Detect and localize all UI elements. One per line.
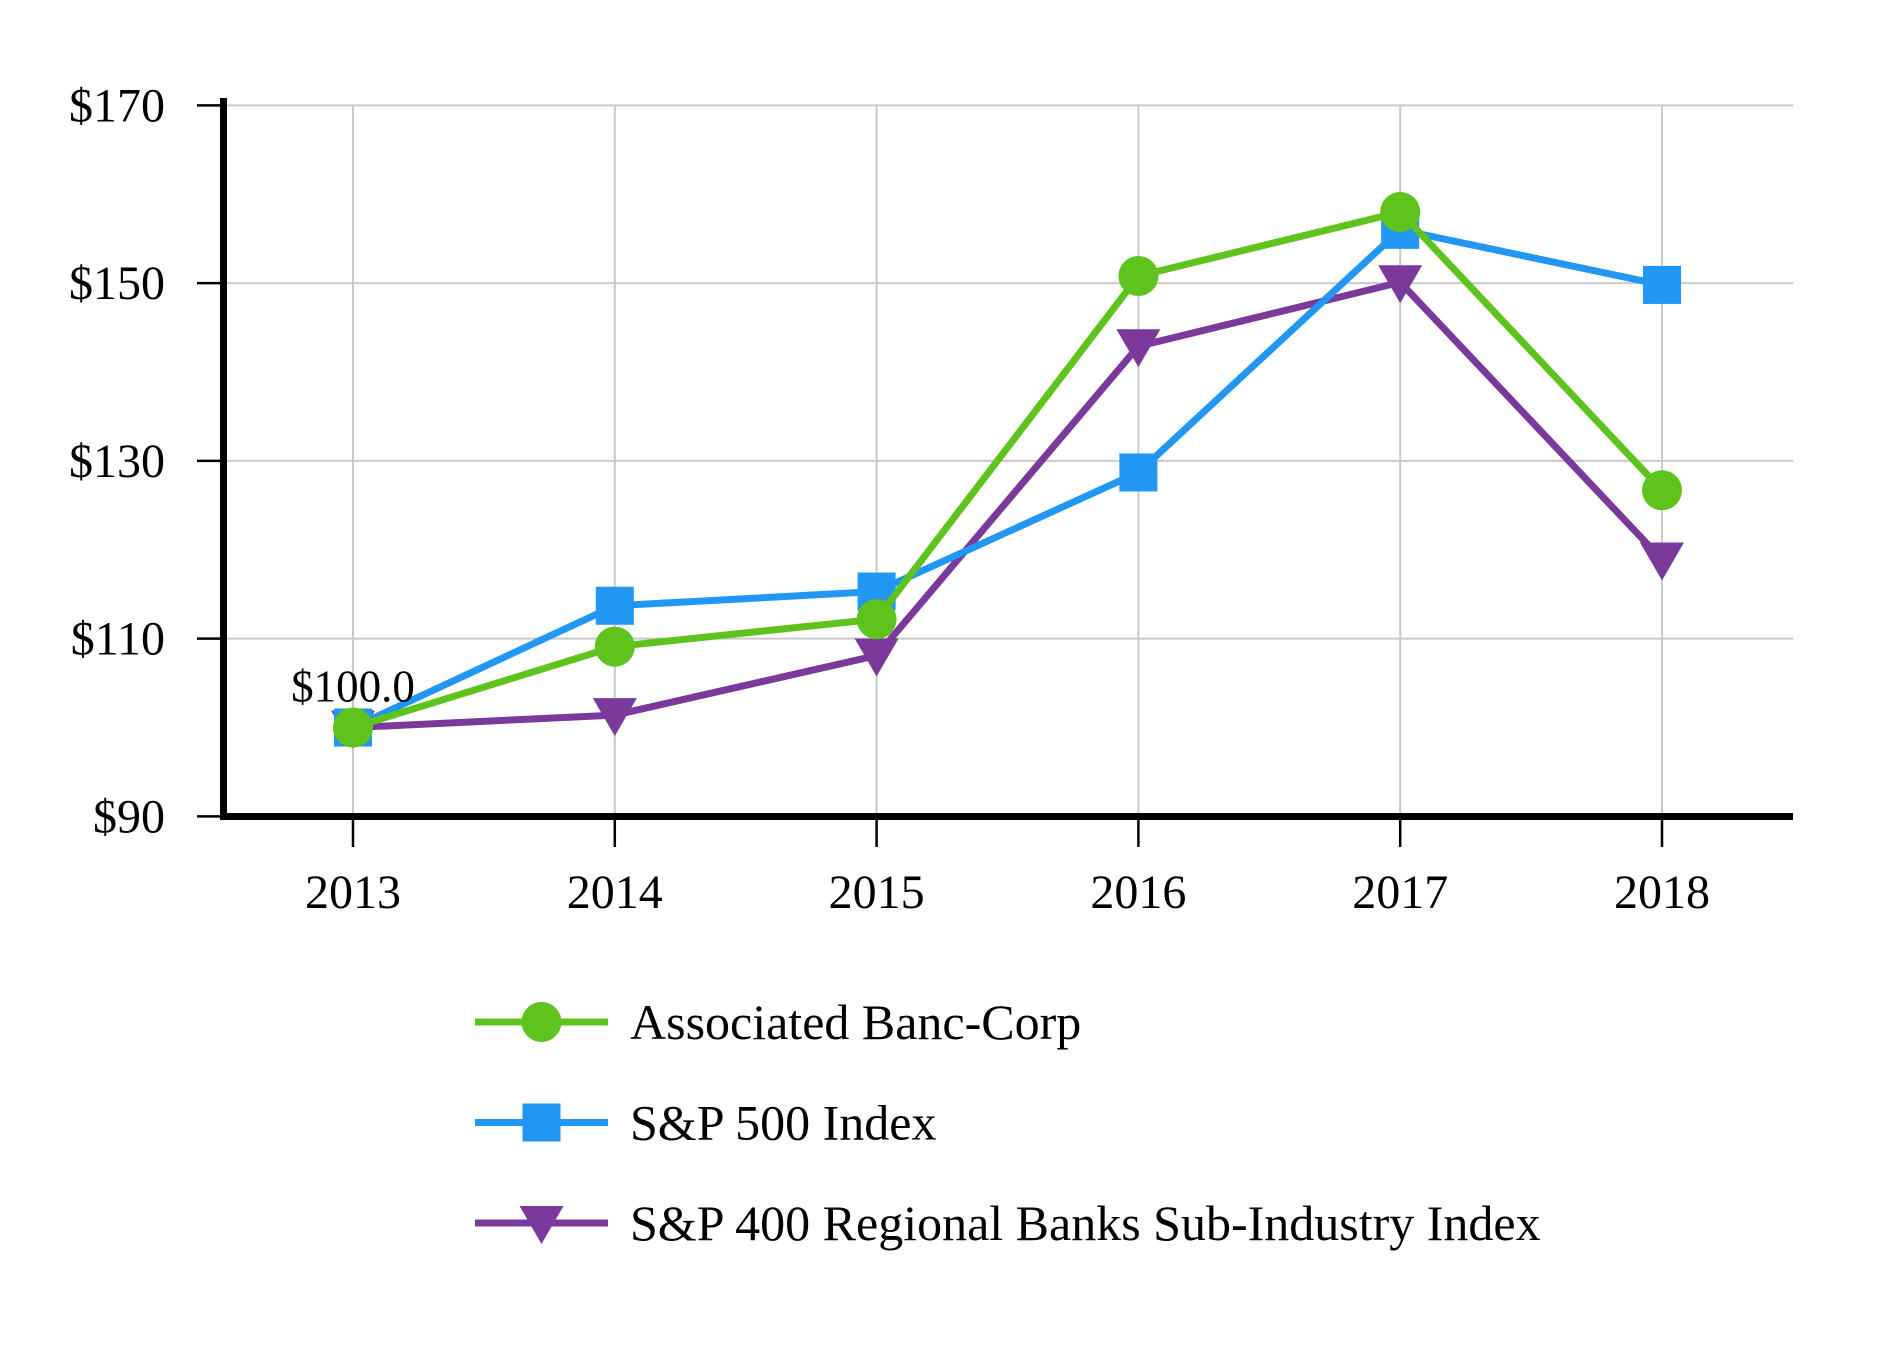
series-line-2 [349,226,1666,732]
series-marker-1 [1380,192,1421,233]
series-marker-1 [856,599,897,640]
series-marker-1 [594,626,635,667]
legend-item: Associated Banc-Corp [475,994,1081,1050]
series-line-3 [349,278,1666,732]
series-marker-2 [595,586,634,625]
legend-label: S&P 500 Index [630,1095,937,1151]
y-axis-label: $130 [69,435,165,488]
legend-label: S&P 400 Regional Banks Sub-Industry Inde… [630,1195,1541,1251]
start-value-annotation: $100.0 [291,662,415,712]
y-axis-label: $170 [69,79,165,132]
series-marker-3 [854,638,899,677]
series-marker-3 [592,698,637,737]
series-marker-1 [1642,470,1682,511]
series-marker-1 [333,707,373,748]
y-axis-label: $90 [93,790,165,843]
legend-marker [522,1103,561,1142]
x-axis-label: 2013 [305,866,401,919]
series-marker-2 [1643,265,1681,304]
x-axis-label: 2015 [829,866,925,919]
legend-marker [521,1002,562,1042]
x-axis-label: 2014 [567,866,663,919]
y-axis-label: $110 [71,613,165,666]
series-marker-3 [1116,329,1161,368]
series-marker-2 [1119,453,1158,492]
legend-marker [519,1206,564,1244]
x-axis-label: 2018 [1614,866,1710,919]
x-axis-label: 2017 [1352,866,1448,919]
legend-item: S&P 400 Regional Banks Sub-Industry Inde… [475,1195,1541,1251]
y-axis-label: $150 [69,257,165,310]
legend-label: Associated Banc-Corp [630,994,1081,1050]
series-marker-3 [1640,542,1684,581]
x-axis-label: 2016 [1090,866,1186,919]
legend-item: S&P 500 Index [475,1095,937,1151]
series-marker-3 [1378,265,1423,304]
series-marker-1 [1118,256,1159,297]
series-line-1 [349,208,1666,732]
